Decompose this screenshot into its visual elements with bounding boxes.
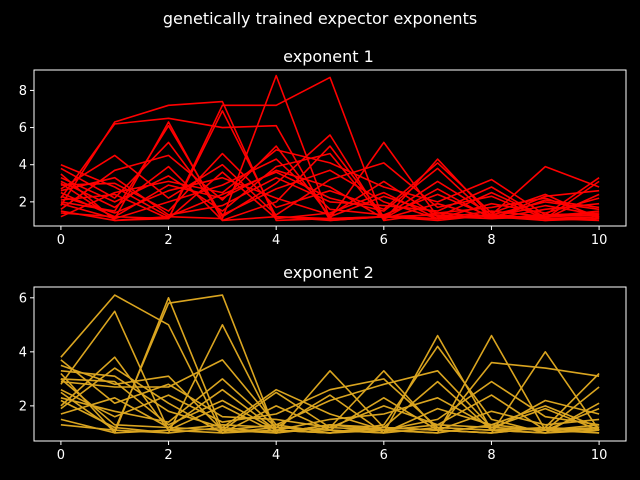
axes-frame [33,69,627,227]
x-tick-label: 0 [57,233,65,248]
series-line-12 [60,152,600,220]
x-tick-label: 4 [272,448,280,463]
series-line-13 [60,176,600,218]
series-line-17 [60,378,600,434]
figure-suptitle: genetically trained expector exponents [163,9,477,28]
x-tick-label: 6 [380,233,388,248]
series-line-7 [60,334,600,434]
y-tick-label: 2 [19,195,27,210]
x-tick-label: 2 [164,448,172,463]
series-line-6 [60,124,600,222]
series-line-19 [60,171,600,220]
subplot-1-title: exponent 1 [283,47,374,66]
subplot-2-title: exponent 2 [283,263,374,282]
series-line-12 [60,345,600,434]
y-tick-label: 4 [19,158,27,173]
x-tick-label: 0 [57,448,65,463]
x-tick-label: 10 [591,233,608,248]
series-line-20 [60,169,600,220]
subplot-2: 0 2 4 6 8 10 2 4 6 [19,286,627,463]
series-line-15 [60,378,600,432]
series-line-15 [60,141,600,220]
y-tick-label: 8 [19,84,27,99]
series-line-17 [60,176,600,220]
y-tick-label: 6 [19,291,27,306]
x-tick-label: 2 [164,233,172,248]
x-tick-label: 4 [272,233,280,248]
y-tick-label: 2 [19,399,27,414]
y-tick-label: 4 [19,345,27,360]
series-line-14 [60,378,600,432]
axes-frame [33,286,627,442]
series-line-10 [60,356,600,434]
x-tick-label: 8 [487,233,495,248]
y-tick-label: 6 [19,121,27,136]
series-line-16 [60,367,600,434]
series-line-7 [60,110,600,222]
subplot-1: 0 2 4 6 8 10 2 4 6 8 [19,69,627,248]
x-tick-label: 10 [591,448,608,463]
x-tick-label: 6 [380,448,388,463]
series-line-18 [60,359,600,432]
x-tick-label: 8 [487,448,495,463]
series-line-13 [60,370,600,432]
